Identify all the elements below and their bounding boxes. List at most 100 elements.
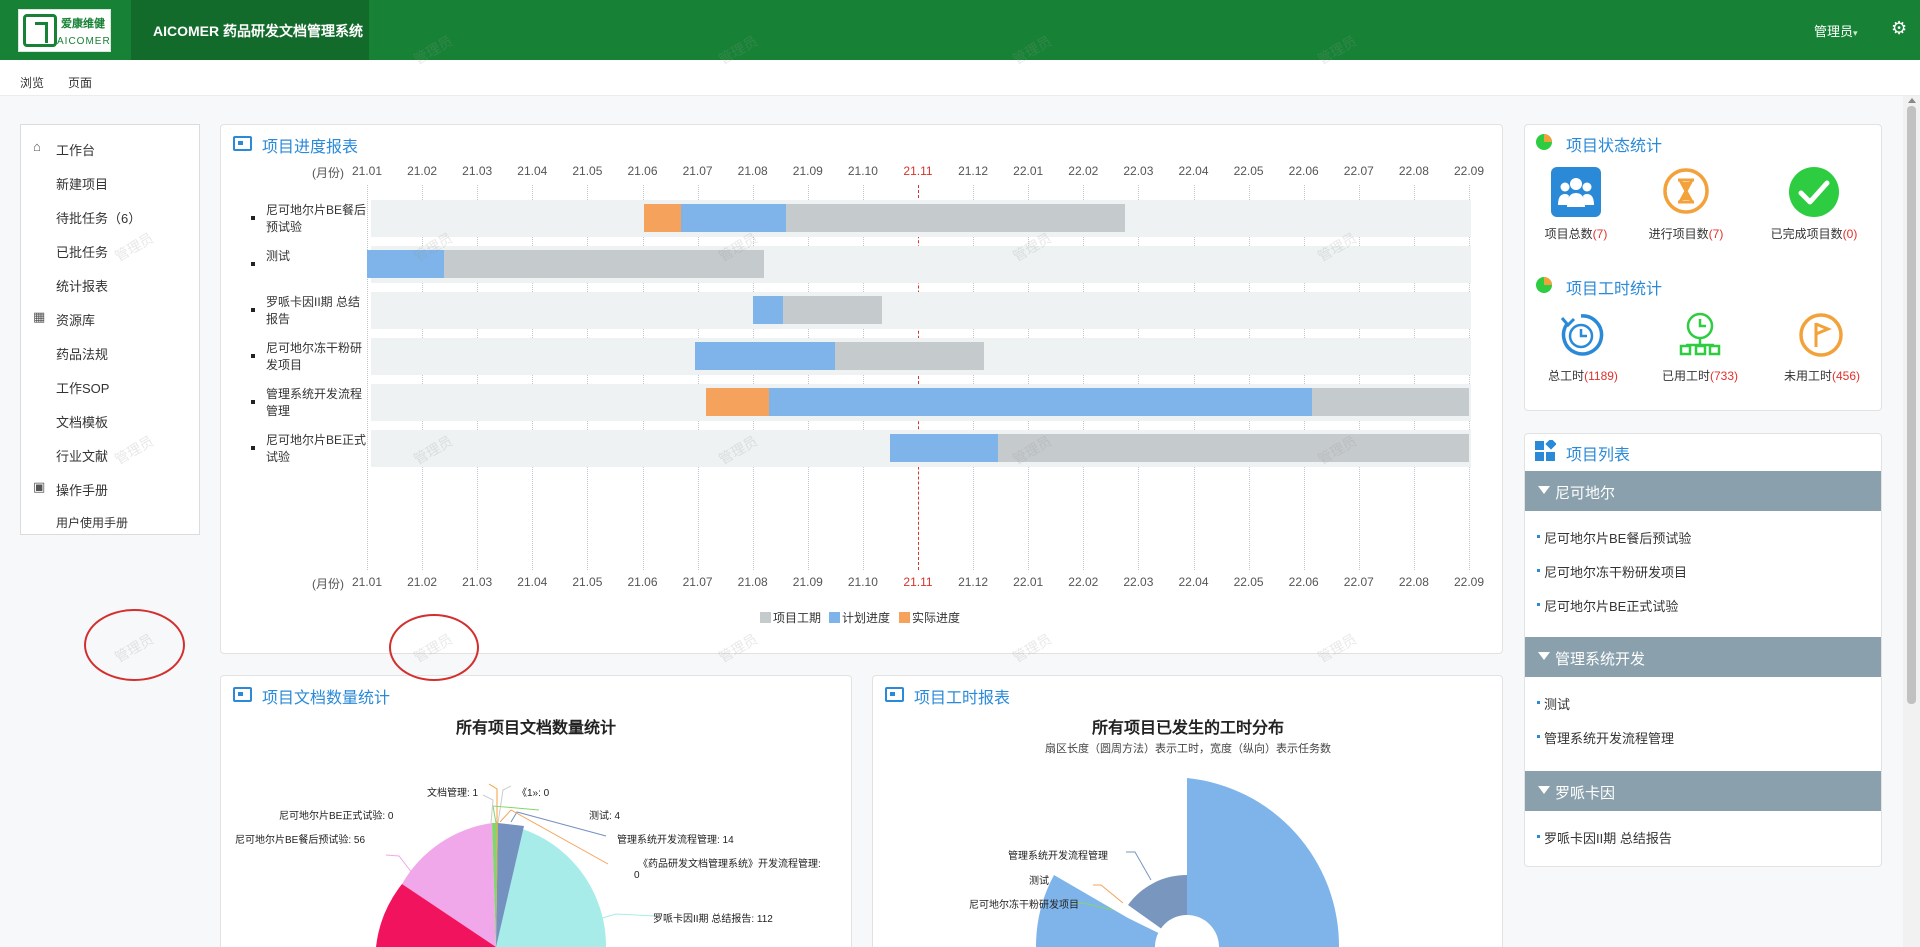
- gantt-bar-plan[interactable]: [890, 434, 998, 462]
- project-list-item[interactable]: 尼可地尔片BE正式试验: [1536, 596, 1678, 615]
- legend-swatch: [829, 612, 840, 623]
- gantt-month-tick: 21.02: [407, 575, 438, 589]
- gantt-month-axis-label: (月份): [312, 166, 344, 180]
- gantt-gridline: [1028, 185, 1030, 570]
- sidebar-item[interactable]: 待批任务（6）: [21, 201, 199, 231]
- project-list-item[interactable]: 罗哌卡因II期 总结报告: [1537, 828, 1672, 847]
- stat-value: (456): [1832, 369, 1861, 383]
- gantt-month-tick: 22.01: [1013, 575, 1044, 589]
- sidebar-item[interactable]: 用户使用手册: [21, 507, 199, 537]
- gantt-month-tick: 21.11: [903, 575, 933, 589]
- gantt-gridline: [1248, 185, 1250, 570]
- gantt-row-label[interactable]: 尼可地尔片BE正式试验: [266, 433, 367, 464]
- sub-navbar: 浏览 页面: [0, 60, 1920, 96]
- project-list-item[interactable]: 测试: [1536, 694, 1570, 713]
- project-list-item[interactable]: 尼可地尔冻干粉研发项目: [1536, 562, 1687, 581]
- gantt-gridline: [862, 185, 864, 570]
- page-scrollbar[interactable]: [1903, 96, 1920, 947]
- gantt-month-tick: 22.08: [1398, 164, 1429, 178]
- stat-label: 未用工时: [1783, 369, 1832, 383]
- chevron-down-icon: ▾: [1853, 28, 1858, 38]
- gantt-bar-plan[interactable]: [694, 342, 836, 370]
- sidebar-item-label: 行业文献: [56, 449, 109, 464]
- stat-label: 项目总数: [1544, 227, 1593, 241]
- flag-icon: [1799, 313, 1843, 357]
- grid-icon: ▦: [33, 309, 46, 324]
- user-menu[interactable]: 管理员▾: [1814, 21, 1858, 40]
- sidebar-item[interactable]: 新建项目: [21, 167, 199, 197]
- gantt-bar-plan[interactable]: [681, 204, 786, 232]
- legend-label: 项目工期: [773, 611, 822, 625]
- nav-page[interactable]: 页面: [68, 76, 93, 90]
- sidebar-item[interactable]: ▦ 资源库: [21, 303, 199, 333]
- doc-stats-panel-title: 项目文档数量统计: [262, 690, 391, 707]
- gantt-month-tick: 21.09: [792, 164, 823, 178]
- hours-rose-chart: [1035, 778, 1340, 947]
- brand-logo[interactable]: 爱康维健 AICOMER: [18, 9, 111, 52]
- gantt-month-tick: 22.03: [1123, 575, 1154, 589]
- sidebar-item[interactable]: 行业文献: [21, 439, 199, 469]
- gantt-month-tick: 21.07: [682, 164, 713, 178]
- scrollbar-thumb[interactable]: [1907, 106, 1916, 704]
- gantt-month-tick: 21.01: [351, 164, 383, 178]
- gantt-gridline: [973, 185, 975, 570]
- nav-browse[interactable]: 浏览: [20, 76, 45, 90]
- caret-down-icon: [1538, 652, 1550, 660]
- legend-item[interactable]: 计划进度: [829, 609, 890, 626]
- gantt-row-label[interactable]: 罗哌卡因II期 总结报告: [266, 295, 361, 326]
- gantt-row-label[interactable]: 测试: [266, 249, 291, 263]
- bullet-icon: [251, 216, 255, 220]
- gantt-row-label[interactable]: 尼可地尔片BE餐后预试验: [266, 203, 367, 234]
- app-title: AICOMER 药品研发文档管理系统: [153, 23, 363, 39]
- project-group-header[interactable]: 管理系统开发: [1525, 637, 1881, 677]
- project-group-header[interactable]: 罗哌卡因: [1525, 771, 1881, 811]
- legend-item[interactable]: 项目工期: [760, 609, 821, 626]
- gantt-month-tick: 22.04: [1178, 164, 1209, 178]
- home-icon: ⌂: [33, 139, 41, 154]
- apps-icon: [1535, 440, 1556, 461]
- sidebar-item-label: 操作手册: [56, 483, 109, 498]
- legend-item[interactable]: 实际进度: [899, 609, 960, 626]
- gantt-row-label[interactable]: 尼可地尔冻干粉研发项目: [266, 341, 363, 372]
- bullet-icon: [251, 308, 255, 312]
- legend-swatch: [760, 612, 771, 623]
- rose-label: 测试: [1029, 876, 1049, 887]
- sidebar-item[interactable]: 已批任务: [21, 235, 199, 265]
- gantt-month-tick: 21.11: [903, 164, 933, 178]
- gantt-month-tick: 22.06: [1288, 164, 1319, 178]
- sidebar-item[interactable]: 药品法规: [21, 337, 199, 367]
- sidebar-item-label: 用户使用手册: [56, 516, 129, 530]
- sidebar-item-label: 资源库: [56, 313, 96, 328]
- gantt-month-tick: 21.04: [517, 575, 548, 589]
- pie-label: 管理系统开发流程管理: 14: [617, 835, 734, 846]
- pie-slice-niko-bc: [402, 823, 496, 947]
- gantt-bar-actual[interactable]: [705, 388, 770, 416]
- sidebar-item[interactable]: ▣ 操作手册: [21, 473, 199, 503]
- pie-label: 罗哌卡因II期 总结报告: 112: [653, 914, 773, 925]
- sidebar: ⌂ 工作台新建项目待批任务（6） 已批任务统计报表 ▦ 资源库药品法规工作SOP 文档模板…: [20, 124, 200, 535]
- gantt-month-tick: 21.12: [958, 164, 989, 178]
- pie-label: 《1»: 0: [517, 788, 550, 799]
- gantt-bar-plan[interactable]: [752, 296, 783, 324]
- pie-slice-guanli-real: [496, 823, 524, 947]
- pie-label: 0: [634, 870, 640, 881]
- sidebar-item[interactable]: ⌂ 工作台: [21, 133, 199, 163]
- gantt-month-tick: 22.07: [1343, 575, 1374, 589]
- gear-icon[interactable]: ⚙: [1891, 18, 1908, 38]
- sidebar-item[interactable]: 工作SOP: [21, 371, 199, 401]
- sidebar-item[interactable]: 统计报表: [21, 269, 199, 299]
- gantt-bar-actual[interactable]: [643, 204, 682, 232]
- doc-pie-slices: [376, 823, 607, 947]
- gantt-bar-plan[interactable]: [367, 250, 445, 278]
- project-list-item[interactable]: 尼可地尔片BE餐后预试验: [1536, 528, 1691, 547]
- rose-label: 管理系统开发流程管理: [1008, 851, 1108, 862]
- gantt-bar-plan[interactable]: [769, 388, 1312, 416]
- gantt-row-label[interactable]: 管理系统开发流程管理: [266, 387, 363, 418]
- dashboard-icon: ▣: [33, 479, 46, 494]
- project-group-header[interactable]: 尼可地尔: [1525, 471, 1881, 511]
- scroll-up-icon[interactable]: [1908, 98, 1916, 103]
- project-list-item[interactable]: 管理系统开发流程管理: [1536, 728, 1674, 747]
- sidebar-item[interactable]: 文档模板: [21, 405, 199, 435]
- sidebar-item-label: 统计报表: [56, 279, 109, 294]
- top-navbar: 爱康维健 AICOMER AICOMER 药品研发文档管理系统 管理员▾ ⚙: [0, 0, 1920, 60]
